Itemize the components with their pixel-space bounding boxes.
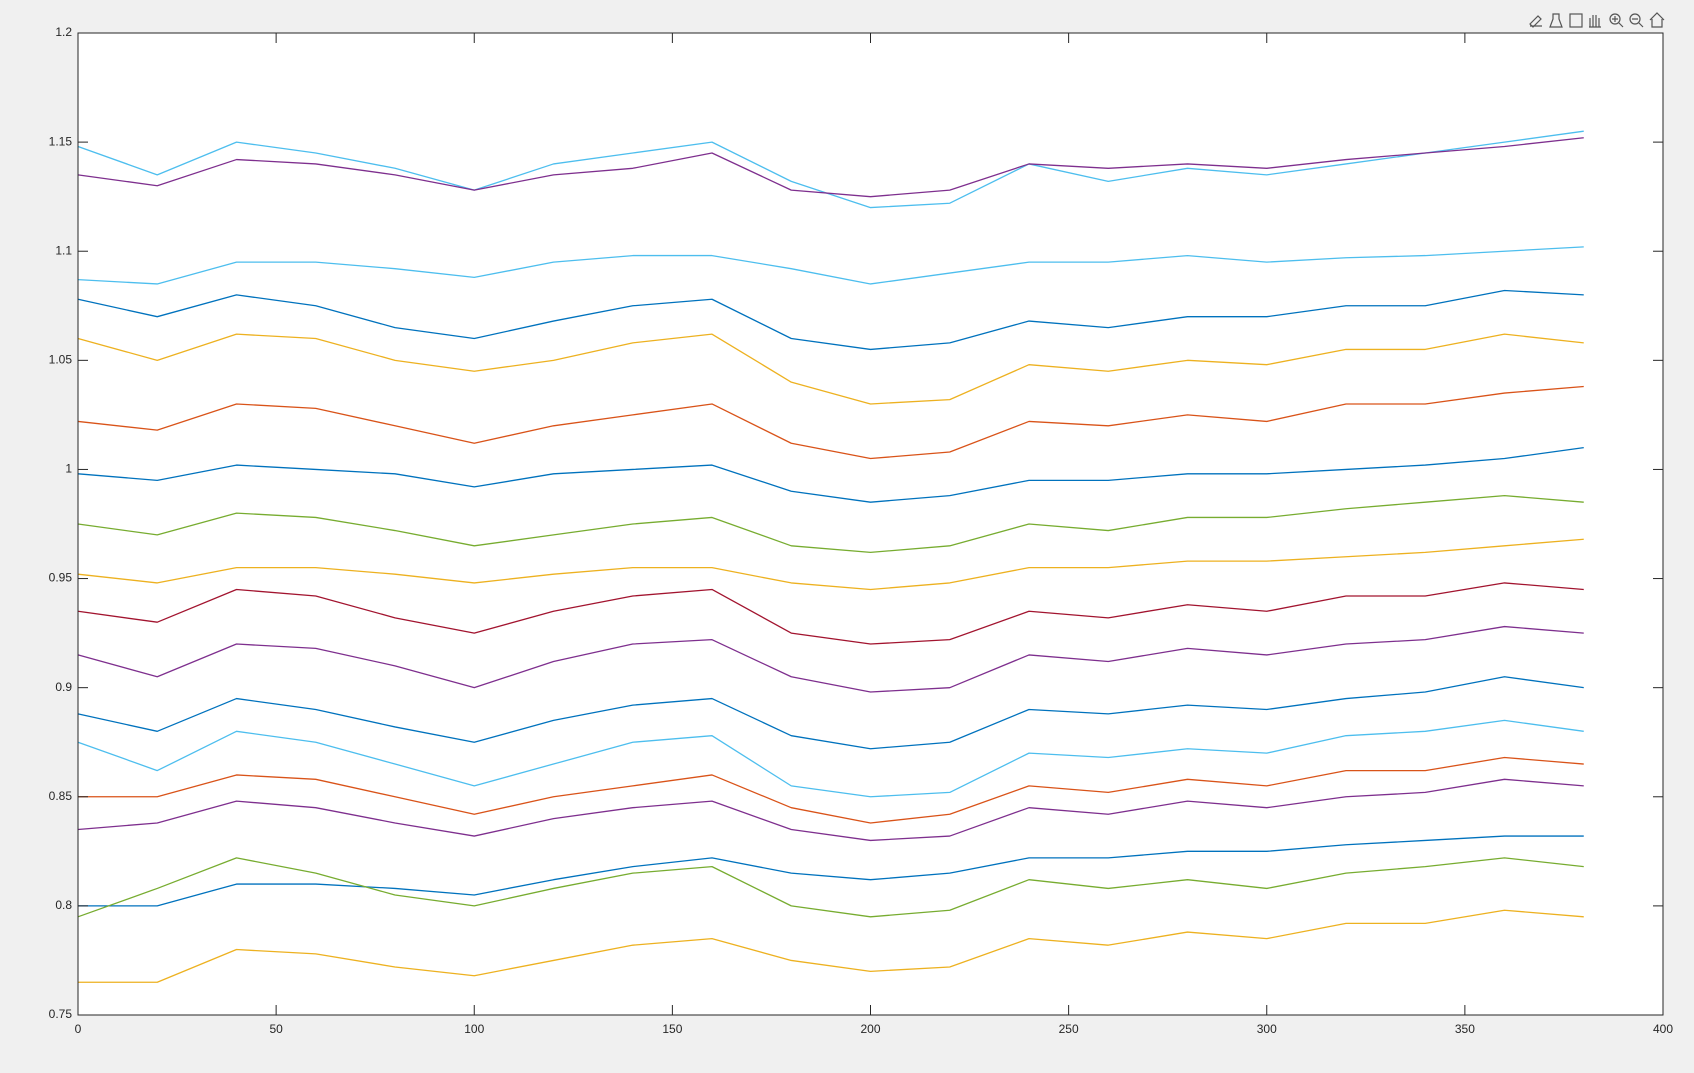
y-tick-label: 0.85 xyxy=(49,789,73,803)
x-tick-label: 350 xyxy=(1455,1022,1475,1036)
series-line xyxy=(77,582,1584,645)
series-line xyxy=(77,778,1584,842)
series-line xyxy=(77,385,1584,460)
series-line xyxy=(77,676,1584,750)
plot-area xyxy=(77,130,1584,983)
y-tick-label: 1.15 xyxy=(49,134,73,148)
series-line xyxy=(78,756,1584,824)
y-tick-label: 1.1 xyxy=(55,243,72,257)
y-tick-label: 0.9 xyxy=(55,680,72,694)
x-tick-label: 100 xyxy=(464,1022,484,1036)
series-line xyxy=(78,909,1584,983)
y-tick-label: 1.05 xyxy=(49,353,73,367)
axes-background xyxy=(78,33,1663,1015)
series-line xyxy=(78,835,1584,907)
pan-icon[interactable] xyxy=(1589,15,1601,28)
home-icon[interactable] xyxy=(1649,12,1665,28)
y-tick-label: 1.2 xyxy=(55,25,72,39)
series-line xyxy=(77,857,1584,918)
y-tick-label: 0.95 xyxy=(49,571,73,585)
series-line xyxy=(77,538,1584,591)
y-tick-label: 1 xyxy=(65,462,72,476)
series-line xyxy=(77,246,1584,285)
series-line xyxy=(77,494,1584,554)
series-line xyxy=(77,446,1584,503)
series-line xyxy=(77,333,1584,405)
x-tick-label: 50 xyxy=(269,1022,283,1036)
y-tick-label: 0.75 xyxy=(49,1007,73,1021)
series-line xyxy=(77,719,1584,798)
axes-toolbar[interactable] xyxy=(1529,12,1665,28)
zoom-in-icon[interactable] xyxy=(1609,13,1621,25)
x-tick-label: 250 xyxy=(1059,1022,1079,1036)
legend-icon[interactable] xyxy=(1569,13,1583,28)
x-tick-label: 150 xyxy=(662,1022,682,1036)
brush-icon[interactable] xyxy=(1529,15,1542,28)
zoom-out-icon[interactable] xyxy=(1629,13,1641,25)
x-tick-label: 200 xyxy=(860,1022,880,1036)
x-tick-label: 300 xyxy=(1257,1022,1277,1036)
series-line xyxy=(77,137,1584,198)
x-tick-label: 0 xyxy=(75,1022,82,1036)
series-line xyxy=(77,625,1584,693)
series-line xyxy=(77,289,1584,351)
series-line xyxy=(77,130,1584,209)
datatip-icon[interactable] xyxy=(1549,13,1563,28)
x-tick-label: 400 xyxy=(1653,1022,1673,1036)
y-tick-label: 0.8 xyxy=(55,898,72,912)
